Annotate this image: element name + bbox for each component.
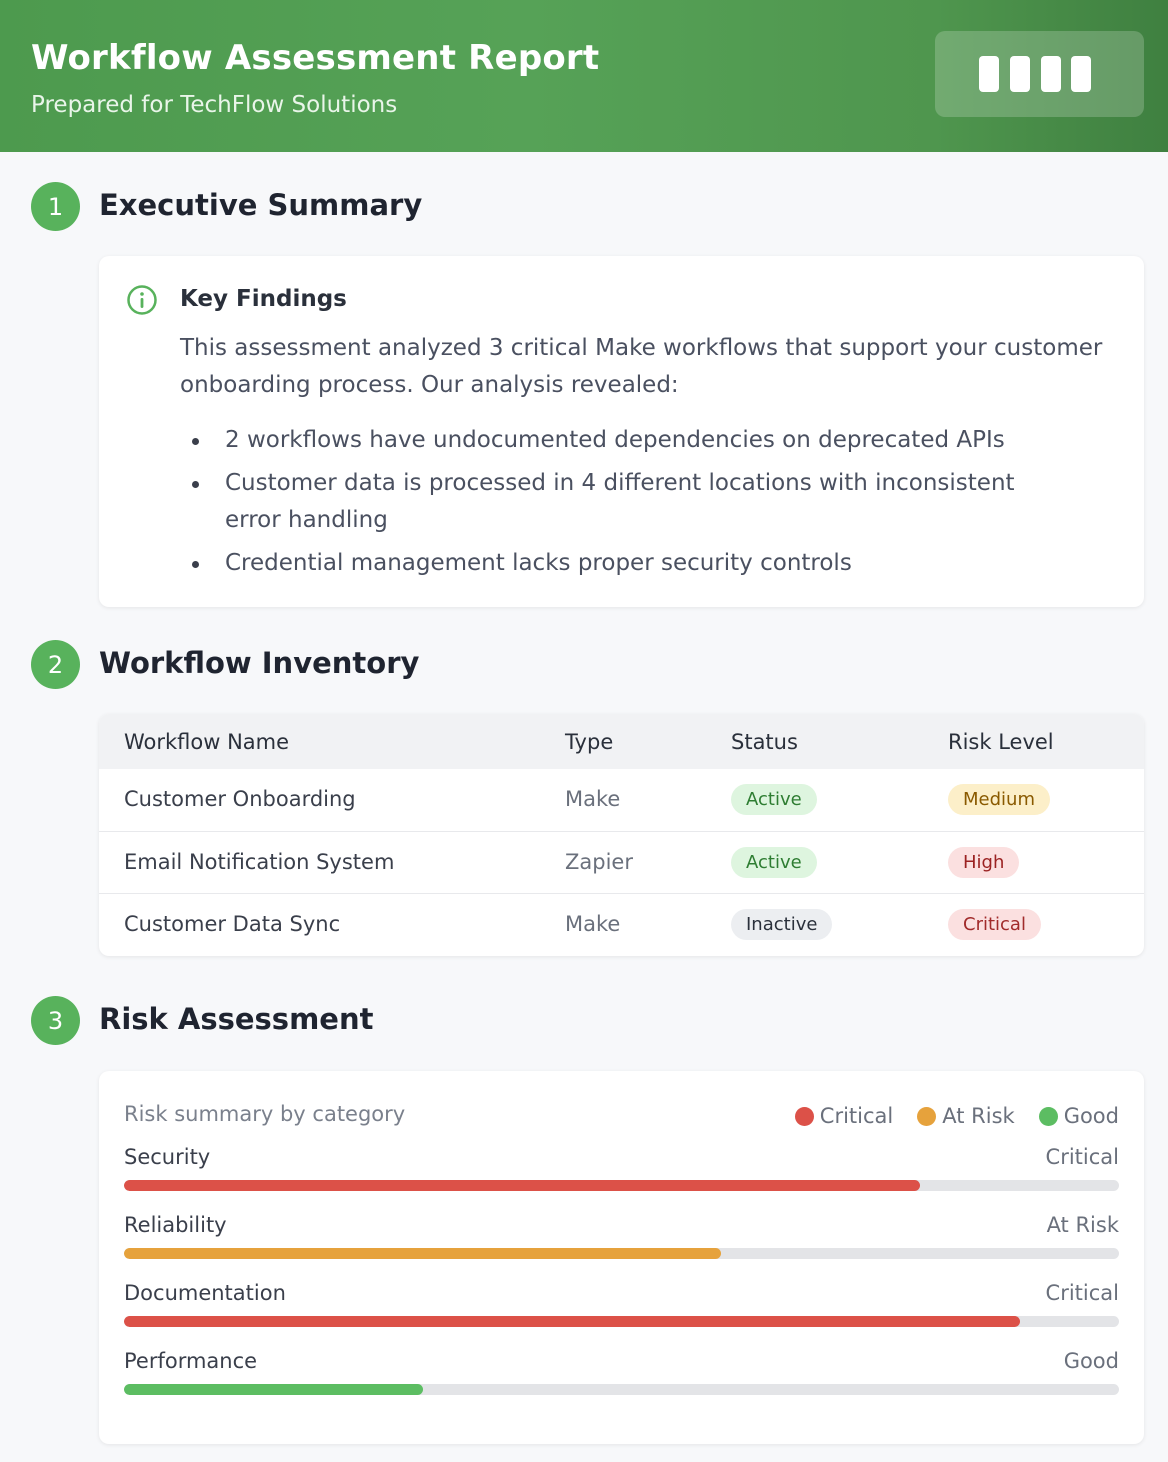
column-header-workflow-name: Workflow Name bbox=[124, 730, 290, 754]
risk-category-status: At Risk bbox=[1046, 1213, 1119, 1237]
section-number-2: 2 bbox=[31, 640, 80, 689]
section-number-3: 3 bbox=[31, 996, 80, 1045]
table-row: Customer Data Sync Make Inactive Critica… bbox=[99, 893, 1144, 955]
risk-bar-fill bbox=[124, 1316, 1020, 1327]
risk-category-status: Critical bbox=[1045, 1145, 1119, 1169]
status-badge: Active bbox=[731, 784, 817, 815]
workflow-type: Make bbox=[565, 787, 621, 811]
section-title-workflow-inventory: Workflow Inventory bbox=[99, 646, 420, 680]
list-item: Credential management lacks proper secur… bbox=[192, 545, 1092, 582]
report-title: Workflow Assessment Report bbox=[31, 38, 600, 78]
info-icon bbox=[127, 285, 157, 315]
risk-badge: Medium bbox=[948, 784, 1050, 815]
table-row: Customer Onboarding Make Active Medium bbox=[99, 769, 1144, 831]
workflow-name: Customer Data Sync bbox=[124, 912, 341, 936]
status-badge: Inactive bbox=[731, 909, 833, 940]
risk-badge: Critical bbox=[948, 909, 1041, 940]
workflow-name: Email Notification System bbox=[124, 850, 395, 874]
bars-logo-icon bbox=[979, 56, 1091, 92]
risk-summary-label: Risk summary by category bbox=[124, 1102, 406, 1126]
list-item: 2 workflows have undocumented dependenci… bbox=[192, 422, 1092, 459]
workflow-type: Make bbox=[565, 912, 621, 936]
risk-category-name: Security bbox=[124, 1145, 211, 1169]
risk-bar-track bbox=[124, 1316, 1119, 1327]
workflow-table: Workflow Name Type Status Risk Level Cus… bbox=[99, 714, 1144, 956]
table-header: Workflow Name Type Status Risk Level bbox=[99, 714, 1144, 769]
status-badge: Active bbox=[731, 847, 817, 878]
section-title-executive-summary: Executive Summary bbox=[99, 188, 423, 222]
company-logo bbox=[935, 31, 1144, 117]
legend-dot bbox=[917, 1106, 937, 1126]
column-header-risk-level: Risk Level bbox=[948, 730, 1054, 754]
risk-category-name: Reliability bbox=[124, 1213, 227, 1237]
risk-category-status: Critical bbox=[1045, 1281, 1119, 1305]
risk-legend: Critical At Risk Good bbox=[794, 1102, 1119, 1130]
list-item: Customer data is processed in 4 differen… bbox=[192, 465, 1092, 539]
risk-bar-track bbox=[124, 1248, 1119, 1259]
column-header-type: Type bbox=[565, 730, 614, 754]
key-findings-title: Key Findings bbox=[180, 286, 347, 312]
legend-item-critical: Critical bbox=[794, 1102, 893, 1130]
risk-row-documentation: Documentation Critical bbox=[124, 1281, 1119, 1336]
report-header: Workflow Assessment Report Prepared for … bbox=[0, 0, 1168, 152]
report-subtitle: Prepared for TechFlow Solutions bbox=[31, 92, 398, 118]
risk-bar-track bbox=[124, 1180, 1119, 1191]
risk-bar-track bbox=[124, 1384, 1119, 1395]
risk-row-reliability: Reliability At Risk bbox=[124, 1213, 1119, 1268]
legend-item-good: Good bbox=[1038, 1102, 1119, 1130]
legend-item-at-risk: At Risk bbox=[917, 1102, 1015, 1130]
workflow-name: Customer Onboarding bbox=[124, 787, 356, 811]
workflow-type: Zapier bbox=[565, 850, 633, 874]
column-header-status: Status bbox=[731, 730, 798, 754]
risk-summary-card: Risk summary by category Critical At Ris… bbox=[99, 1071, 1144, 1444]
key-findings-intro: This assessment analyzed 3 critical Make… bbox=[180, 335, 1103, 398]
risk-row-security: Security Critical bbox=[124, 1145, 1119, 1200]
risk-category-name: Performance bbox=[124, 1349, 258, 1373]
risk-category-status: Good bbox=[1063, 1349, 1119, 1373]
risk-row-performance: Performance Good bbox=[124, 1349, 1119, 1404]
key-findings-list: 2 workflows have undocumented dependenci… bbox=[192, 422, 1092, 588]
risk-bar-fill bbox=[124, 1180, 920, 1191]
risk-category-name: Documentation bbox=[124, 1281, 286, 1305]
legend-dot bbox=[1038, 1106, 1058, 1126]
risk-bar-fill bbox=[124, 1384, 423, 1395]
risk-bar-fill bbox=[124, 1248, 721, 1259]
risk-badge: High bbox=[948, 847, 1020, 878]
section-number-1: 1 bbox=[31, 182, 80, 231]
key-findings-card: Key Findings This assessment analyzed 3 … bbox=[99, 256, 1144, 607]
table-row: Email Notification System Zapier Active … bbox=[99, 831, 1144, 893]
legend-dot bbox=[794, 1106, 814, 1126]
section-title-risk-assessment: Risk Assessment bbox=[99, 1002, 374, 1036]
